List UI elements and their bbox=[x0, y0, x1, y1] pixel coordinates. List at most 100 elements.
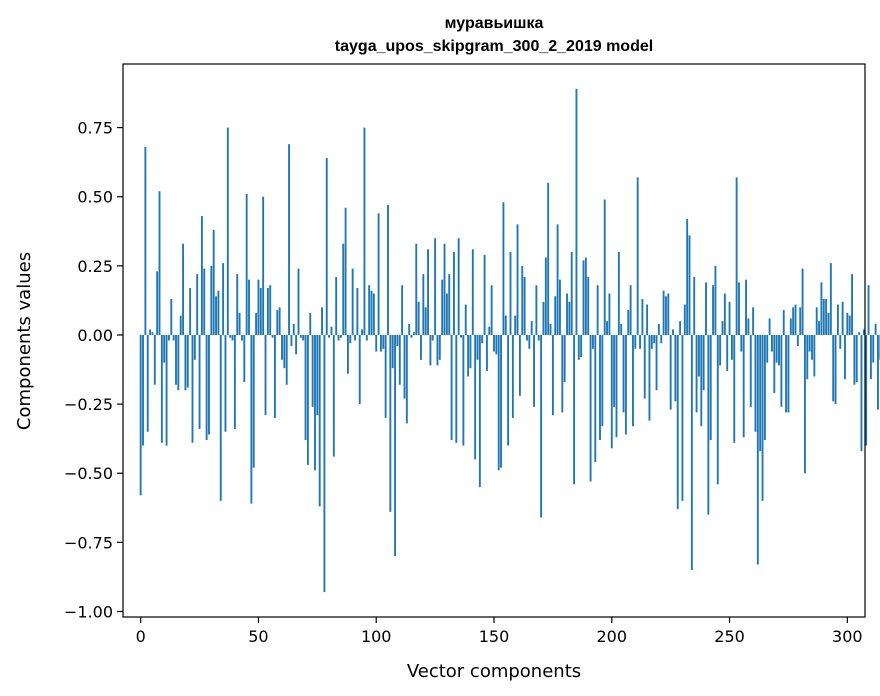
bar-256 bbox=[742, 334, 745, 438]
bar-152 bbox=[497, 334, 500, 471]
bar-90 bbox=[351, 268, 354, 335]
bar-106 bbox=[389, 334, 392, 512]
bar-129 bbox=[443, 243, 446, 335]
bar-235 bbox=[693, 276, 696, 335]
bar-286 bbox=[813, 334, 816, 377]
bar-8 bbox=[158, 191, 161, 335]
bar-14 bbox=[172, 334, 175, 341]
bar-174 bbox=[549, 323, 552, 335]
bar-127 bbox=[438, 334, 441, 360]
bar-237 bbox=[697, 334, 700, 377]
y-tick-label: 0.75 bbox=[77, 119, 113, 138]
bar-61 bbox=[283, 334, 286, 369]
bar-300 bbox=[846, 312, 849, 335]
bar-257 bbox=[745, 279, 747, 335]
bar-292 bbox=[827, 312, 830, 335]
bar-191 bbox=[589, 334, 592, 482]
bar-285 bbox=[811, 334, 813, 360]
bar-81 bbox=[330, 326, 333, 335]
bar-53 bbox=[264, 334, 267, 416]
bar-64 bbox=[290, 334, 293, 347]
bar-279 bbox=[796, 334, 799, 347]
bar-212 bbox=[639, 334, 641, 349]
bar-234 bbox=[690, 334, 693, 570]
bar-146 bbox=[483, 254, 486, 335]
bar-9 bbox=[160, 334, 163, 443]
bar-294 bbox=[832, 334, 835, 402]
bar-227 bbox=[674, 334, 677, 402]
bar-260 bbox=[752, 307, 755, 335]
bar-170 bbox=[540, 334, 543, 518]
bar-162 bbox=[521, 265, 524, 335]
bar-239 bbox=[702, 334, 705, 391]
bar-145 bbox=[481, 334, 484, 344]
bar-123 bbox=[429, 334, 432, 366]
bar-7 bbox=[156, 271, 159, 335]
bar-16 bbox=[177, 334, 180, 391]
bar-68 bbox=[299, 334, 302, 338]
bar-124 bbox=[431, 334, 434, 341]
bar-49 bbox=[255, 312, 258, 335]
bar-241 bbox=[707, 334, 710, 515]
bar-33 bbox=[217, 290, 220, 335]
bar-161 bbox=[518, 334, 521, 396]
bar-259 bbox=[749, 334, 752, 407]
bar-125 bbox=[434, 238, 437, 335]
bar-209 bbox=[632, 334, 634, 427]
bar-172 bbox=[544, 257, 547, 335]
bar-249 bbox=[726, 334, 729, 371]
bar-79 bbox=[325, 158, 328, 335]
bar-298 bbox=[841, 301, 844, 335]
bar-244 bbox=[714, 265, 717, 335]
bar-148 bbox=[488, 326, 491, 335]
bar-26 bbox=[200, 216, 203, 335]
bar-23 bbox=[193, 334, 196, 360]
bar-91 bbox=[354, 334, 356, 341]
bar-230 bbox=[681, 334, 684, 501]
bar-189 bbox=[584, 257, 587, 335]
bar-240 bbox=[705, 282, 707, 335]
bar-166 bbox=[530, 321, 533, 335]
bar-248 bbox=[723, 293, 726, 335]
bar-1 bbox=[142, 334, 144, 446]
bars-group bbox=[139, 88, 880, 593]
bar-93 bbox=[358, 334, 361, 405]
bar-179 bbox=[561, 334, 564, 413]
bar-169 bbox=[537, 334, 540, 341]
bar-238 bbox=[700, 334, 703, 427]
bar-80 bbox=[328, 334, 331, 338]
bar-308 bbox=[865, 334, 868, 446]
bar-243 bbox=[712, 285, 714, 335]
bar-231 bbox=[683, 304, 686, 335]
bar-55 bbox=[269, 285, 272, 335]
bar-275 bbox=[787, 334, 790, 413]
y-tick-label: 0.25 bbox=[77, 257, 113, 276]
bar-19 bbox=[184, 334, 187, 391]
bar-156 bbox=[507, 334, 510, 446]
bar-186 bbox=[577, 334, 580, 360]
bar-198 bbox=[606, 321, 608, 335]
bar-103 bbox=[382, 334, 385, 349]
bar-2 bbox=[144, 146, 147, 335]
bar-46 bbox=[248, 279, 250, 335]
x-tick-label: 300 bbox=[832, 627, 863, 646]
bar-153 bbox=[500, 334, 502, 468]
bar-41 bbox=[236, 274, 239, 335]
bar-76 bbox=[318, 334, 321, 507]
x-tick-label: 100 bbox=[361, 627, 392, 646]
bar-273 bbox=[782, 310, 785, 335]
bar-207 bbox=[627, 310, 630, 335]
bar-255 bbox=[740, 334, 743, 352]
bar-34 bbox=[219, 334, 222, 501]
bar-48 bbox=[252, 334, 255, 468]
y-tick-label: −0.75 bbox=[64, 533, 113, 552]
bar-82 bbox=[332, 334, 335, 457]
bar-131 bbox=[448, 274, 451, 335]
bar-100 bbox=[375, 334, 378, 352]
bar-27 bbox=[203, 268, 206, 335]
bar-213 bbox=[641, 299, 644, 335]
bar-96 bbox=[365, 334, 368, 341]
x-tick-label: 200 bbox=[597, 627, 628, 646]
y-axis-label: Components values bbox=[14, 252, 35, 430]
bar-133 bbox=[453, 252, 455, 335]
